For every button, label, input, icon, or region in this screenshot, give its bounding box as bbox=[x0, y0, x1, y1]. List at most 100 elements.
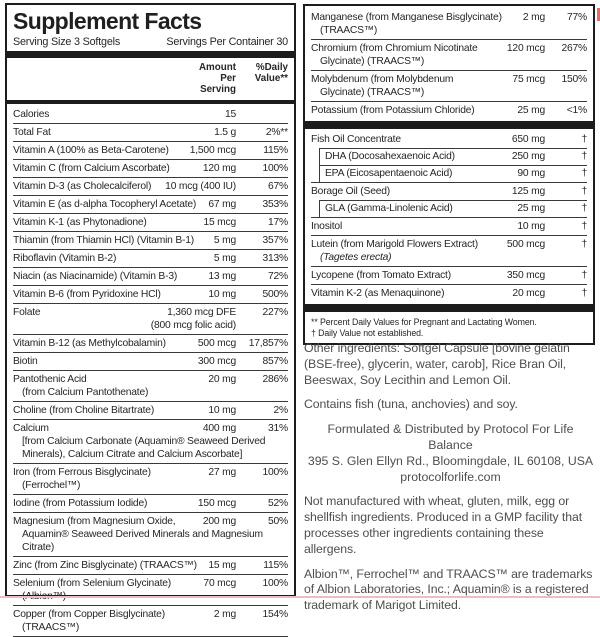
nutrient-row: Vitamin E (as d-alpha Tocopheryl Acetate… bbox=[13, 194, 288, 213]
trademarks-text: Albion™, Ferrochel™ and TRAACS™ are trad… bbox=[304, 566, 593, 613]
nutrient-daily-value: 115% bbox=[263, 559, 288, 571]
nutrient-daily-value: 31% bbox=[267, 422, 288, 434]
nutrient-amount: 75 mcg bbox=[512, 74, 545, 85]
nutrient-daily-value: † bbox=[581, 288, 587, 299]
nutrient-row: EPA (Eicosapentaenoic Acid) 90 mg † bbox=[319, 165, 587, 182]
nutrient-row: Folate 1,360 mcg DFE (800 mcg folic acid) 2… bbox=[13, 302, 288, 334]
nutrient-daily-value: 2% bbox=[273, 404, 289, 416]
nutrient-name: Selenium (from Selenium Glycinate) bbox=[13, 577, 172, 589]
nutrient-amount: 25 mg bbox=[517, 105, 545, 116]
nutrient-name: Choline (from Choline Bitartrate) bbox=[13, 404, 155, 416]
nutrient-subline: [from Calcium Carbonate (Aquamin® Seawee… bbox=[22, 435, 266, 460]
nutrient-daily-value: 67% bbox=[267, 180, 288, 192]
nutrient-subline: (TRAACS™) bbox=[22, 621, 80, 633]
nutrient-name: Chromium (from Chromium Nicotinate bbox=[311, 43, 478, 54]
section-divider-bar bbox=[305, 304, 593, 312]
nutrient-row: Chromium (from Chromium Nicotinate 120 mc… bbox=[311, 39, 587, 70]
supplement-label: { "left_table": { "title": "Supplement F… bbox=[0, 3, 600, 637]
nutrient-daily-value: <1% bbox=[566, 105, 587, 116]
nutrient-amount: 2 mg bbox=[522, 12, 545, 23]
nutrient-daily-value: 52% bbox=[267, 497, 288, 509]
nutrient-rows-left: Calories 15 Total Fat 1.5 g 2%** Vitamin A (1… bbox=[13, 106, 288, 637]
nutrient-amount: 120 mcg bbox=[506, 43, 545, 54]
nutrient-name: Thiamin (from Thiamin HCl) (Vitamin B-1) bbox=[13, 234, 195, 246]
nutrient-daily-value: 2%** bbox=[265, 126, 288, 138]
nutrient-amount: 2 mg bbox=[213, 608, 236, 620]
nutrient-name: Vitamin D-3 (as Cholecalciferol) bbox=[13, 180, 152, 192]
nutrient-name: Borage Oil (Seed) bbox=[311, 186, 391, 197]
nutrient-amount: 150 mcg bbox=[197, 497, 236, 509]
nutrient-row: Iron (from Ferrous Bisglycinate) 27 mg 100… bbox=[13, 462, 288, 494]
nutrient-amount: 10 mcg (400 IU) bbox=[165, 180, 236, 192]
nutrient-daily-value: † bbox=[581, 168, 587, 179]
nutrient-amount: 200 mg bbox=[202, 515, 236, 527]
nutrient-subline: Glycinate) (TRAACS™) bbox=[320, 56, 425, 67]
nutrient-name: Potassium (from Potassium Chloride) bbox=[311, 105, 475, 116]
nutrient-name: GLA (Gamma-Linolenic Acid) bbox=[325, 203, 453, 214]
nutrient-amount: 5 mg bbox=[213, 234, 236, 246]
nutrient-amount: 20 mg bbox=[208, 373, 236, 385]
nutrient-amount: 250 mg bbox=[511, 151, 545, 162]
nutrient-amount: 120 mg bbox=[202, 162, 236, 174]
distributor-line: Formulated & Distributed by Protocol For… bbox=[327, 422, 574, 452]
nutrient-amount: 10 mg bbox=[517, 221, 545, 232]
nutrient-name: Copper (from Copper Bisglycinate) bbox=[13, 608, 165, 620]
nutrient-name: Zinc (from Zinc Bisglycinate) (TRAACS™) bbox=[13, 559, 197, 571]
nutrient-row: Copper (from Copper Bisglycinate) 2 mg 154… bbox=[13, 604, 288, 636]
nutrient-row: Zinc (from Zinc Bisglycinate) (TRAACS™) 1… bbox=[13, 555, 288, 574]
table-header: Amount Per Serving %Daily Value** bbox=[13, 60, 288, 98]
nutrient-daily-value: † bbox=[581, 203, 587, 214]
nutrient-daily-value: 154% bbox=[262, 608, 288, 620]
nutrient-daily-value: 267% bbox=[561, 43, 587, 54]
nutrient-row: Manganese (from Manganese Bisglycinate) 2… bbox=[311, 9, 587, 39]
nutrient-name: Vitamin B-6 (from Pyridoxine HCl) bbox=[13, 288, 161, 300]
nutrient-daily-value: 100% bbox=[262, 162, 288, 174]
contains-allergens-text: Contains fish (tuna, anchovies) and soy. bbox=[304, 397, 518, 412]
nutrient-subline: (Ferrochel™) bbox=[22, 479, 81, 491]
nutrient-amount-subline: (800 mcg folic acid) bbox=[150, 319, 236, 331]
nutrient-amount: 67 mg bbox=[208, 198, 236, 210]
nutrient-row: Total Fat 1.5 g 2%** bbox=[13, 122, 288, 141]
gmp-allergen-text: Not manufactured with wheat, gluten, mil… bbox=[304, 494, 583, 556]
label-edge-red-mark bbox=[597, 8, 600, 21]
footnotes: ** Percent Daily Values for Pregnant and… bbox=[311, 314, 587, 340]
nutrient-amount: 90 mg bbox=[517, 168, 545, 179]
nutrient-row: Vitamin B-12 (as Methylcobalamin) 500 mcg… bbox=[13, 333, 288, 352]
nutrient-amount: 15 mcg bbox=[203, 216, 236, 228]
nutrient-name: Lutein (from Marigold Flowers Extract) bbox=[311, 239, 478, 250]
nutrient-name: Iodine (from Potassium Iodide) bbox=[13, 497, 148, 509]
nutrient-row: GLA (Gamma-Linolenic Acid) 25 mg † bbox=[319, 200, 587, 217]
nutrient-amount: 5 mg bbox=[213, 252, 236, 264]
nutrient-amount: 10 mg bbox=[208, 404, 236, 416]
nutrient-name: DHA (Docosahexaenoic Acid) bbox=[325, 151, 455, 162]
nutrient-row: Thiamin (from Thiamin HCl) (Vitamin B-1)… bbox=[13, 230, 288, 249]
nutrient-amount: 15 mg bbox=[208, 559, 236, 571]
nutrient-row: Vitamin A (100% as Beta-Carotene) 1,500 m… bbox=[13, 140, 288, 159]
nutrient-row: Vitamin B-6 (from Pyridoxine HCl) 10 mg 50… bbox=[13, 284, 288, 303]
nutrient-daily-value: † bbox=[581, 151, 587, 162]
nutrient-subline: Aquamin® Seaweed Derived Minerals and Ma… bbox=[22, 528, 263, 553]
daily-value-header: %Daily Value** bbox=[254, 61, 288, 84]
nutrient-name: Fish Oil Concentrate bbox=[311, 134, 401, 145]
serving-size: Serving Size 3 Softgels bbox=[13, 35, 121, 48]
nutrient-row: Iodine (from Potassium Iodide) 150 mcg 52% bbox=[13, 493, 288, 512]
nutrient-daily-value: † bbox=[581, 221, 587, 232]
nutrient-daily-value: 17% bbox=[267, 216, 288, 228]
nutrient-row: Pantothenic Acid 20 mg 286% (from Calcium P… bbox=[13, 369, 288, 401]
nutrient-row: Vitamin K-2 (as Menaquinone) 20 mcg † bbox=[311, 284, 587, 302]
nutrient-name: Manganese (from Manganese Bisglycinate) bbox=[311, 12, 502, 23]
nutrient-row: Biotin 300 mcg 857% bbox=[13, 351, 288, 370]
nutrient-amount: 650 mg bbox=[511, 134, 545, 145]
nutrient-name: Lycopene (from Tomato Extract) bbox=[311, 270, 451, 281]
nutrient-amount: 400 mg bbox=[202, 422, 236, 434]
section-divider-bar bbox=[305, 121, 593, 129]
nutrient-amount: 27 mg bbox=[208, 466, 236, 478]
nutrient-row: Niacin (as Niacinamide) (Vitamin B-3) 13 … bbox=[13, 266, 288, 285]
nutrient-row: Selenium (from Selenium Glycinate) 70 mcg… bbox=[13, 573, 288, 605]
nutrient-row: Calcium 400 mg 31% [from Calcium Carbonate … bbox=[13, 418, 288, 463]
other-ingredients-text: Other ingredients: Softgel Capsule [bovi… bbox=[304, 341, 570, 387]
nutrient-amount: 70 mcg bbox=[203, 577, 236, 589]
nutrient-name: Calcium bbox=[13, 422, 49, 434]
nutrient-daily-value: † bbox=[581, 134, 587, 145]
nutrient-amount: 300 mcg bbox=[197, 355, 236, 367]
